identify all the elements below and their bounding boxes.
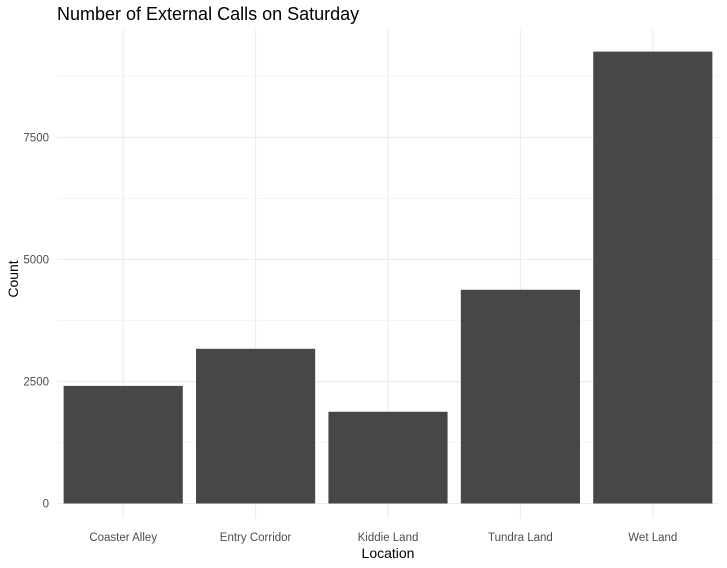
x-tick-label: Kiddie Land xyxy=(358,532,419,544)
bar xyxy=(460,289,580,504)
bar xyxy=(63,385,183,504)
y-tick-label: 0 xyxy=(43,499,49,511)
y-tick-label: 7500 xyxy=(23,133,49,145)
x-axis-title: Location xyxy=(362,545,415,561)
y-tick-labels: 0 2500 5000 7500 xyxy=(23,133,49,511)
x-tick-label: Coaster Alley xyxy=(89,532,157,544)
x-tick-label: Tundra Land xyxy=(488,532,553,544)
bar xyxy=(328,411,448,504)
bars xyxy=(63,51,713,504)
y-tick-label: 2500 xyxy=(23,377,49,389)
x-tick-label: Wet Land xyxy=(628,532,677,544)
y-tick-label: 5000 xyxy=(23,255,49,267)
bar xyxy=(593,51,713,504)
y-axis-title: Count xyxy=(5,260,21,297)
x-tick-labels: Coaster Alley Entry Corridor Kiddie Land Tu… xyxy=(89,532,677,544)
x-tick-label: Entry Corridor xyxy=(220,532,292,544)
bar xyxy=(196,348,316,504)
chart-title: Number of External Calls on Saturday xyxy=(57,4,360,24)
